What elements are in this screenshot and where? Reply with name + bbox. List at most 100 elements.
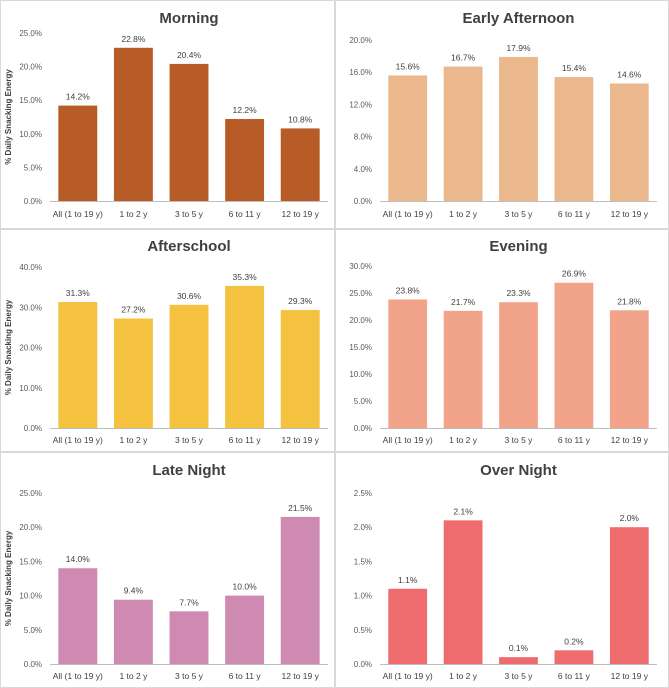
category-label: 3 to 5 y <box>175 435 204 445</box>
y-axis-title: % Daily Snacking Energy <box>4 299 13 395</box>
bar <box>554 282 594 428</box>
data-label: 1.1% <box>398 575 418 585</box>
category-label: All (1 to 19 y) <box>53 671 103 681</box>
y-tick-label: 5.0% <box>24 163 42 172</box>
y-axis-title: % Daily Snacking Energy <box>4 69 13 165</box>
y-tick-label: 0.0% <box>354 660 372 669</box>
category-label: All (1 to 19 y) <box>53 209 103 219</box>
y-tick-label: 20.0% <box>19 63 42 72</box>
data-label: 21.8% <box>617 296 642 306</box>
category-label: 3 to 5 y <box>175 671 204 681</box>
bar <box>113 47 153 202</box>
data-label: 14.2% <box>66 92 91 102</box>
data-label: 10.8% <box>288 114 313 124</box>
data-label: 7.7% <box>179 597 199 607</box>
y-tick-label: 2.0% <box>354 523 372 532</box>
y-tick-label: 8.0% <box>354 133 372 142</box>
y-tick-label: 15.0% <box>19 557 42 566</box>
bar <box>113 318 153 428</box>
bar <box>225 119 265 201</box>
data-label: 35.3% <box>233 272 258 282</box>
data-label: 29.3% <box>288 296 313 306</box>
y-tick-label: 15.0% <box>19 96 42 105</box>
category-label: 6 to 11 y <box>229 435 262 445</box>
data-label: 31.3% <box>66 288 91 298</box>
y-tick-label: 0.0% <box>354 424 372 433</box>
y-tick-label: 5.0% <box>354 397 372 406</box>
panel-border <box>0 452 335 688</box>
data-label: 0.2% <box>564 636 584 646</box>
category-label: 12 to 19 y <box>282 671 320 681</box>
category-label: 6 to 11 y <box>558 671 591 681</box>
y-tick-label: 25.0% <box>19 489 42 498</box>
data-label: 21.7% <box>451 297 476 307</box>
data-label: 15.6% <box>396 61 421 71</box>
data-label: 22.8% <box>121 34 146 44</box>
chart-title: Late Night <box>152 462 225 479</box>
category-label: 6 to 11 y <box>558 435 591 445</box>
data-label: 17.9% <box>506 43 531 53</box>
bar <box>280 310 320 428</box>
category-label: All (1 to 19 y) <box>53 435 103 445</box>
bar <box>388 75 428 201</box>
chart-title: Afterschool <box>147 238 230 255</box>
y-tick-label: 15.0% <box>349 343 372 352</box>
category-label: 1 to 2 y <box>449 435 478 445</box>
bar <box>443 66 483 201</box>
bar <box>58 568 98 664</box>
data-label: 14.0% <box>66 554 91 564</box>
panel-early-afternoon: Early Afternoon 0.0% 4.0% 8.0% 12.0% 16.0% 20.… <box>335 0 669 229</box>
panel-border <box>0 0 335 229</box>
category-label: 1 to 2 y <box>119 671 148 681</box>
data-label: 15.4% <box>562 63 587 73</box>
y-tick-label: 0.0% <box>354 197 372 206</box>
category-label: 6 to 11 y <box>558 209 591 219</box>
bar <box>609 527 649 664</box>
chart-title: Early Afternoon <box>463 10 575 27</box>
panel-evening: Evening 0.0% 5.0% 10.0% 15.0% 20.0% 25.0% 30.0%… <box>335 229 669 452</box>
bar <box>58 302 98 428</box>
category-label: 12 to 19 y <box>611 209 649 219</box>
bar <box>280 128 320 201</box>
y-tick-label: 25.0% <box>19 29 42 38</box>
y-tick-label: 20.0% <box>19 344 42 353</box>
y-tick-label: 1.0% <box>354 592 372 601</box>
panel-late-night: Late Night 0.0% 5.0% 10.0% 15.0% 20.0% 25.0% % … <box>0 452 335 688</box>
y-tick-label: 20.0% <box>349 316 372 325</box>
data-label: 20.4% <box>177 50 202 60</box>
data-label: 21.5% <box>288 503 313 513</box>
data-label: 16.7% <box>451 53 476 63</box>
bar <box>609 83 649 201</box>
category-label: 3 to 5 y <box>505 671 534 681</box>
y-tick-label: 20.0% <box>349 36 372 45</box>
bar <box>554 650 594 664</box>
y-tick-label: 10.0% <box>19 592 42 601</box>
y-tick-label: 12.0% <box>349 100 372 109</box>
category-label: All (1 to 19 y) <box>383 209 433 219</box>
bar <box>443 520 483 664</box>
bar <box>554 77 594 201</box>
y-tick-label: 25.0% <box>349 289 372 298</box>
bar <box>169 611 209 664</box>
y-tick-label: 0.5% <box>354 626 372 635</box>
category-label: 3 to 5 y <box>505 209 534 219</box>
data-label: 12.2% <box>233 105 258 115</box>
data-label: 9.4% <box>124 586 144 596</box>
bar <box>169 63 209 201</box>
data-label: 30.6% <box>177 291 202 301</box>
y-axis-title: % Daily Snacking Energy <box>4 530 13 626</box>
category-label: 1 to 2 y <box>119 209 148 219</box>
y-tick-label: 16.0% <box>349 68 372 77</box>
data-label: 14.6% <box>617 69 642 79</box>
y-tick-label: 5.0% <box>24 626 42 635</box>
bar <box>388 299 428 428</box>
bar <box>499 657 538 664</box>
bar <box>388 588 428 664</box>
data-label: 0.1% <box>509 643 529 653</box>
panel-morning: Morning 0.0% 5.0% 10.0% 15.0% 20.0% 25.0% % Dai… <box>0 0 335 229</box>
category-label: 12 to 19 y <box>611 671 649 681</box>
y-tick-label: 40.0% <box>19 263 42 272</box>
bar <box>499 302 538 428</box>
y-tick-label: 10.0% <box>19 384 42 393</box>
